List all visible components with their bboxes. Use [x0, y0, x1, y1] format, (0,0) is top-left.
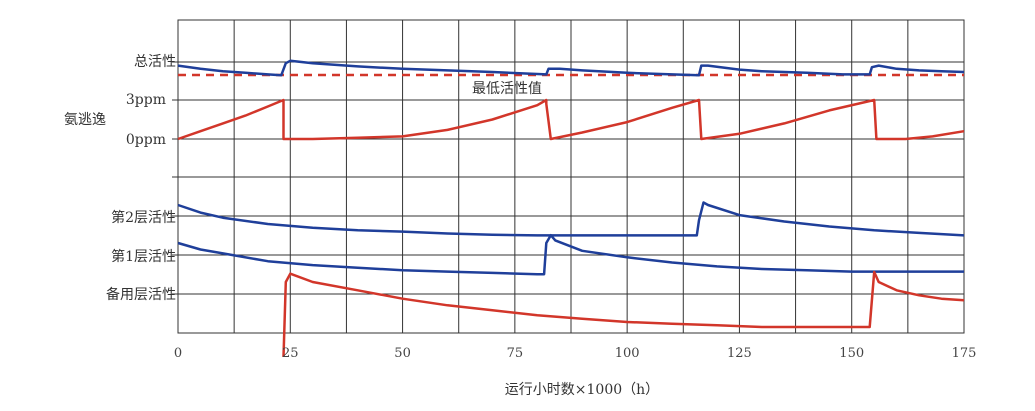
row-label-ammonia-zero: 0ppm — [126, 132, 166, 148]
x-tick-label: 50 — [394, 346, 411, 361]
row-label-spare-layer: 备用层活性 — [106, 286, 176, 303]
row-label-layer1: 第1层活性 — [111, 248, 176, 265]
grid — [172, 19, 965, 334]
labels-group: 总活性 氨逃逸 3ppm 0ppm 第2层活性 第1层活性 备用层活性 最低活性… — [64, 54, 659, 398]
row-label-layer2: 第2层活性 — [111, 209, 176, 226]
series-line-layer1 — [177, 233, 964, 276]
series-line-layer2 — [177, 201, 965, 237]
x-tick-label: 75 — [507, 346, 524, 361]
x-tick-label: 100 — [615, 346, 640, 361]
row-label-total-activity: 总活性 — [134, 54, 176, 70]
row-label-ammonia-max: 3ppm — [126, 92, 166, 108]
series-group — [177, 59, 965, 358]
x-tick-label: 25 — [282, 346, 299, 361]
series-line-ammonia-slip — [177, 98, 965, 141]
x-tick-label: 125 — [727, 346, 752, 361]
series-line-spare-layer — [282, 270, 965, 358]
x-axis-label: 运行小时数×1000（h） — [505, 382, 659, 398]
x-tick-label: 0 — [174, 346, 182, 361]
min-activity-annotation: 最低活性值 — [472, 81, 542, 97]
series-line-total-activity — [177, 59, 965, 77]
x-tick-label: 150 — [839, 346, 864, 361]
x-tick-label: 175 — [952, 346, 977, 361]
row-label-ammonia-slip: 氨逃逸 — [64, 112, 106, 128]
x-ticks-group: 0 25 50 75 100 125 150 175 — [174, 346, 977, 361]
